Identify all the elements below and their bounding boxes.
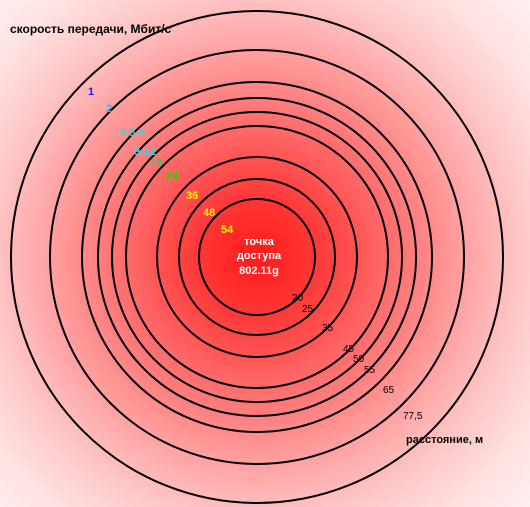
distance-label-50: 50	[353, 354, 365, 365]
distance-axis-label: расстояние, м	[406, 434, 484, 446]
distance-label-20: 20	[292, 293, 304, 304]
ring-9-12	[97, 97, 417, 417]
ring-48	[178, 178, 336, 336]
distance-label-77-5: 77,5	[403, 411, 423, 422]
speed-label-18: 18	[150, 157, 163, 169]
ring-24	[125, 125, 389, 389]
speed-label-24: 24	[166, 170, 179, 182]
speed-label-5-5-6: 5,5-6	[120, 127, 146, 139]
speed-label-1: 1	[88, 86, 95, 98]
access-point-line1: точка	[244, 236, 274, 248]
speed-label-36: 36	[186, 190, 199, 202]
access-point-line3: 802.11g	[239, 265, 279, 277]
speed-label-54: 54	[221, 224, 234, 236]
distance-label-35: 35	[322, 323, 334, 334]
access-point-line2: доступа	[236, 250, 282, 262]
ring-18	[111, 111, 403, 403]
speed-label-2: 2	[106, 103, 113, 115]
speed-label-48: 48	[203, 207, 216, 219]
ring-1	[10, 10, 504, 504]
distance-label-45: 45	[343, 344, 355, 355]
distance-label-65: 65	[383, 385, 395, 396]
speed-label-9-12: 9-12	[134, 146, 157, 158]
distance-label-25: 25	[302, 304, 314, 315]
distance-label-55: 55	[364, 365, 376, 376]
ring-2	[49, 49, 465, 465]
ring-5-5-6	[81, 81, 433, 433]
ring-36	[156, 156, 358, 358]
ring-54	[198, 198, 316, 316]
speed-axis-label: скорость передачи, Мбит/с	[10, 22, 172, 36]
